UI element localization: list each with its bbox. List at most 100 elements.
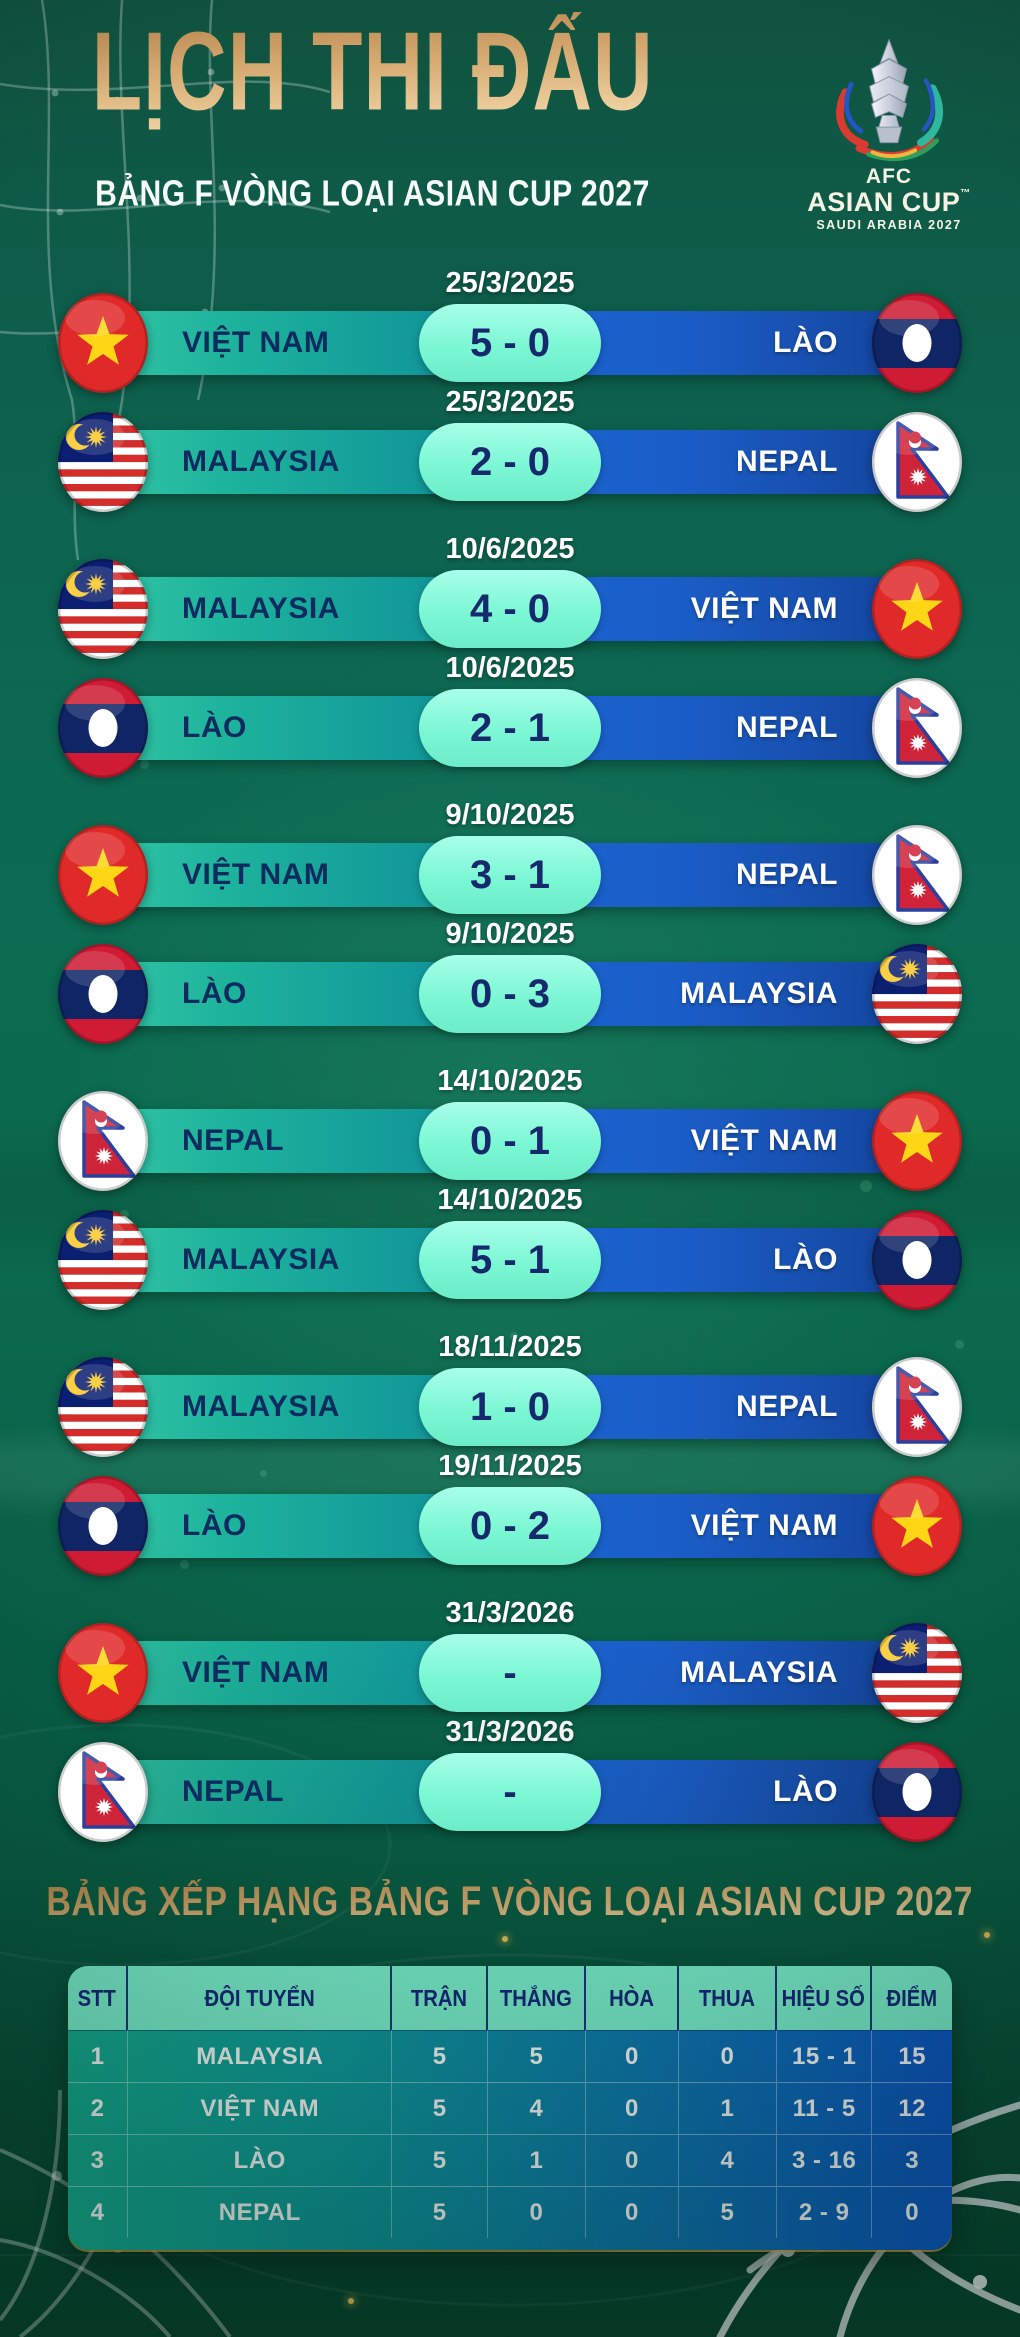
standings-cell: 0 <box>586 2082 679 2134</box>
match-bar: VIỆT NAM 3 - 1 NEPAL <box>58 825 962 925</box>
match-date: 14/10/2025 <box>437 1065 583 1097</box>
home-team-name: NEPAL <box>182 1124 284 1157</box>
score-pill: 3 - 1 <box>419 836 601 914</box>
match-row: 31/3/2026 NEPAL - LÀO <box>58 1717 962 1842</box>
away-team-name: NEPAL <box>736 711 838 744</box>
match-date: 18/11/2025 <box>438 1331 582 1363</box>
home-team-name: VIỆT NAM <box>182 858 330 891</box>
match-bar: MALAYSIA 5 - 1 LÀO <box>58 1210 962 1310</box>
match-date: 31/3/2026 <box>445 1597 575 1629</box>
match-row: 25/3/2025 VIỆT NAM 5 - 0 LÀO <box>58 268 962 393</box>
away-team-name: VIỆT NAM <box>690 1124 838 1157</box>
standings-cell: 0 <box>586 2030 679 2082</box>
afc-asian-cup-logo: AFC ASIAN CUP™ SAUDI ARABIA 2027 <box>778 34 1000 233</box>
laos-flag-icon <box>57 943 149 1045</box>
match-row: 14/10/2025 NEPAL 0 - 1 VIỆT NAM <box>58 1065 962 1191</box>
standings-cell: 0 <box>678 2030 777 2082</box>
standings-cell: 5 <box>678 2186 777 2238</box>
vietnam-flag-icon <box>57 824 149 926</box>
standings-column-header: THUA <box>678 1966 777 2030</box>
standings-column-header: STT <box>68 1966 129 2030</box>
logo-competition-text: ASIAN CUP™ <box>807 187 971 218</box>
standings-cell: 2 - 9 <box>776 2186 873 2238</box>
standings-cell: 5 <box>392 2030 488 2082</box>
match-date: 19/11/2025 <box>438 1450 582 1482</box>
match-row: 9/10/2025 LÀO 0 - 3 MALAYSIA <box>58 919 962 1044</box>
vietnam-flag-icon <box>871 1090 963 1192</box>
standings-cell: 4 <box>487 2082 586 2134</box>
vietnam-flag-icon <box>57 292 149 394</box>
malaysia-flag-icon <box>57 1356 149 1458</box>
match-row: 18/11/2025 MALAYSIA 1 - 0 NEPAL <box>58 1331 962 1457</box>
match-bar: MALAYSIA 1 - 0 NEPAL <box>58 1357 962 1457</box>
standings-cell: 3 - 16 <box>776 2134 873 2186</box>
standings-title: BẢNG XẾP HẠNG BẢNG F VÒNG LOẠI ASIAN CUP… <box>46 1878 974 1925</box>
standings-column-header: THẮNG <box>487 1966 586 2030</box>
bokeh-dot <box>510 1332 518 1340</box>
match-bar: LÀO 0 - 2 VIỆT NAM <box>58 1476 962 1576</box>
away-team-name: NEPAL <box>736 445 838 478</box>
standings-cell: 0 <box>872 2186 952 2238</box>
nepal-flag-icon <box>871 1356 963 1458</box>
standings-cell: 1 <box>68 2030 129 2082</box>
match-bar: LÀO 2 - 1 NEPAL <box>58 678 962 778</box>
laos-flag-icon <box>871 292 963 394</box>
nepal-flag-icon <box>871 824 963 926</box>
malaysia-flag-icon <box>57 558 149 660</box>
home-team-name: NEPAL <box>182 1775 284 1808</box>
standings-cell: LÀO <box>128 2134 393 2186</box>
standings-cell: 4 <box>68 2186 129 2238</box>
match-bar: VIỆT NAM 5 - 0 LÀO <box>58 293 962 393</box>
standings-cell: 1 <box>678 2082 777 2134</box>
standings-cell: 1 <box>487 2134 586 2186</box>
standings-cell: 5 <box>392 2134 488 2186</box>
home-team-name: LÀO <box>182 977 247 1010</box>
score-pill: 0 - 3 <box>419 955 601 1033</box>
logo-afc-text: AFC <box>865 165 913 188</box>
match-date: 14/10/2025 <box>437 1184 583 1216</box>
standings-table: STT ĐỘI TUYỂN TRẬN THẮNG HÒA THUA HIỆU SỐ ĐIỂM 1… <box>68 1966 952 2250</box>
standings-column-header: ĐIỂM <box>872 1966 952 2030</box>
nepal-flag-icon <box>57 1741 149 1843</box>
standings-cell: 0 <box>586 2134 679 2186</box>
match-row: 10/6/2025 MALAYSIA 4 - 0 VIỆT NAM <box>58 533 962 659</box>
away-team-name: LÀO <box>773 1775 838 1808</box>
score-pill: 0 - 1 <box>419 1102 601 1180</box>
away-team-name: NEPAL <box>736 858 838 891</box>
home-team-name: LÀO <box>182 1509 247 1542</box>
away-team-name: MALAYSIA <box>680 977 838 1010</box>
vietnam-flag-icon <box>871 558 963 660</box>
standings-cell: NEPAL <box>128 2186 393 2238</box>
home-team-name: MALAYSIA <box>182 445 340 478</box>
laos-flag-icon <box>871 1209 963 1311</box>
match-row: 10/6/2025 LÀO 2 - 1 NEPAL <box>58 653 962 778</box>
gold-sparkle <box>984 1932 990 1938</box>
home-team-name: MALAYSIA <box>182 592 340 625</box>
match-list: 25/3/2025 VIỆT NAM 5 - 0 LÀO 25/3/2025 M… <box>58 268 962 1864</box>
standings-cell: 0 <box>586 2186 679 2238</box>
match-row: 19/11/2025 LÀO 0 - 2 VIỆT NAM <box>58 1450 962 1576</box>
match-row: 25/3/2025 MALAYSIA 2 - 0 NEPAL <box>58 387 962 512</box>
standings-cell: VIỆT NAM <box>128 2082 393 2134</box>
score-pill: - <box>419 1753 601 1831</box>
laos-flag-icon <box>871 1741 963 1843</box>
nepal-flag-icon <box>871 677 963 779</box>
standings-cell: 4 <box>678 2134 777 2186</box>
vietnam-flag-icon <box>871 1475 963 1577</box>
standings-cell: 3 <box>68 2134 129 2186</box>
bokeh-dot <box>260 1470 267 1477</box>
standings-column-header: TRẬN <box>392 1966 488 2030</box>
nepal-flag-icon <box>57 1090 149 1192</box>
standings-cell: MALAYSIA <box>128 2030 393 2082</box>
bokeh-dot <box>955 1340 964 1349</box>
page-title: LỊCH THI ĐẤU <box>91 9 654 135</box>
home-team-name: MALAYSIA <box>182 1390 340 1423</box>
score-pill: 4 - 0 <box>419 570 601 648</box>
bokeh-dot <box>120 1210 129 1219</box>
trademark-symbol: ™ <box>960 188 971 200</box>
home-team-name: VIỆT NAM <box>182 1656 330 1689</box>
away-team-name: LÀO <box>773 326 838 359</box>
malaysia-flag-icon <box>57 1209 149 1311</box>
match-date: 10/6/2025 <box>445 533 575 565</box>
match-bar: LÀO 0 - 3 MALAYSIA <box>58 944 962 1044</box>
